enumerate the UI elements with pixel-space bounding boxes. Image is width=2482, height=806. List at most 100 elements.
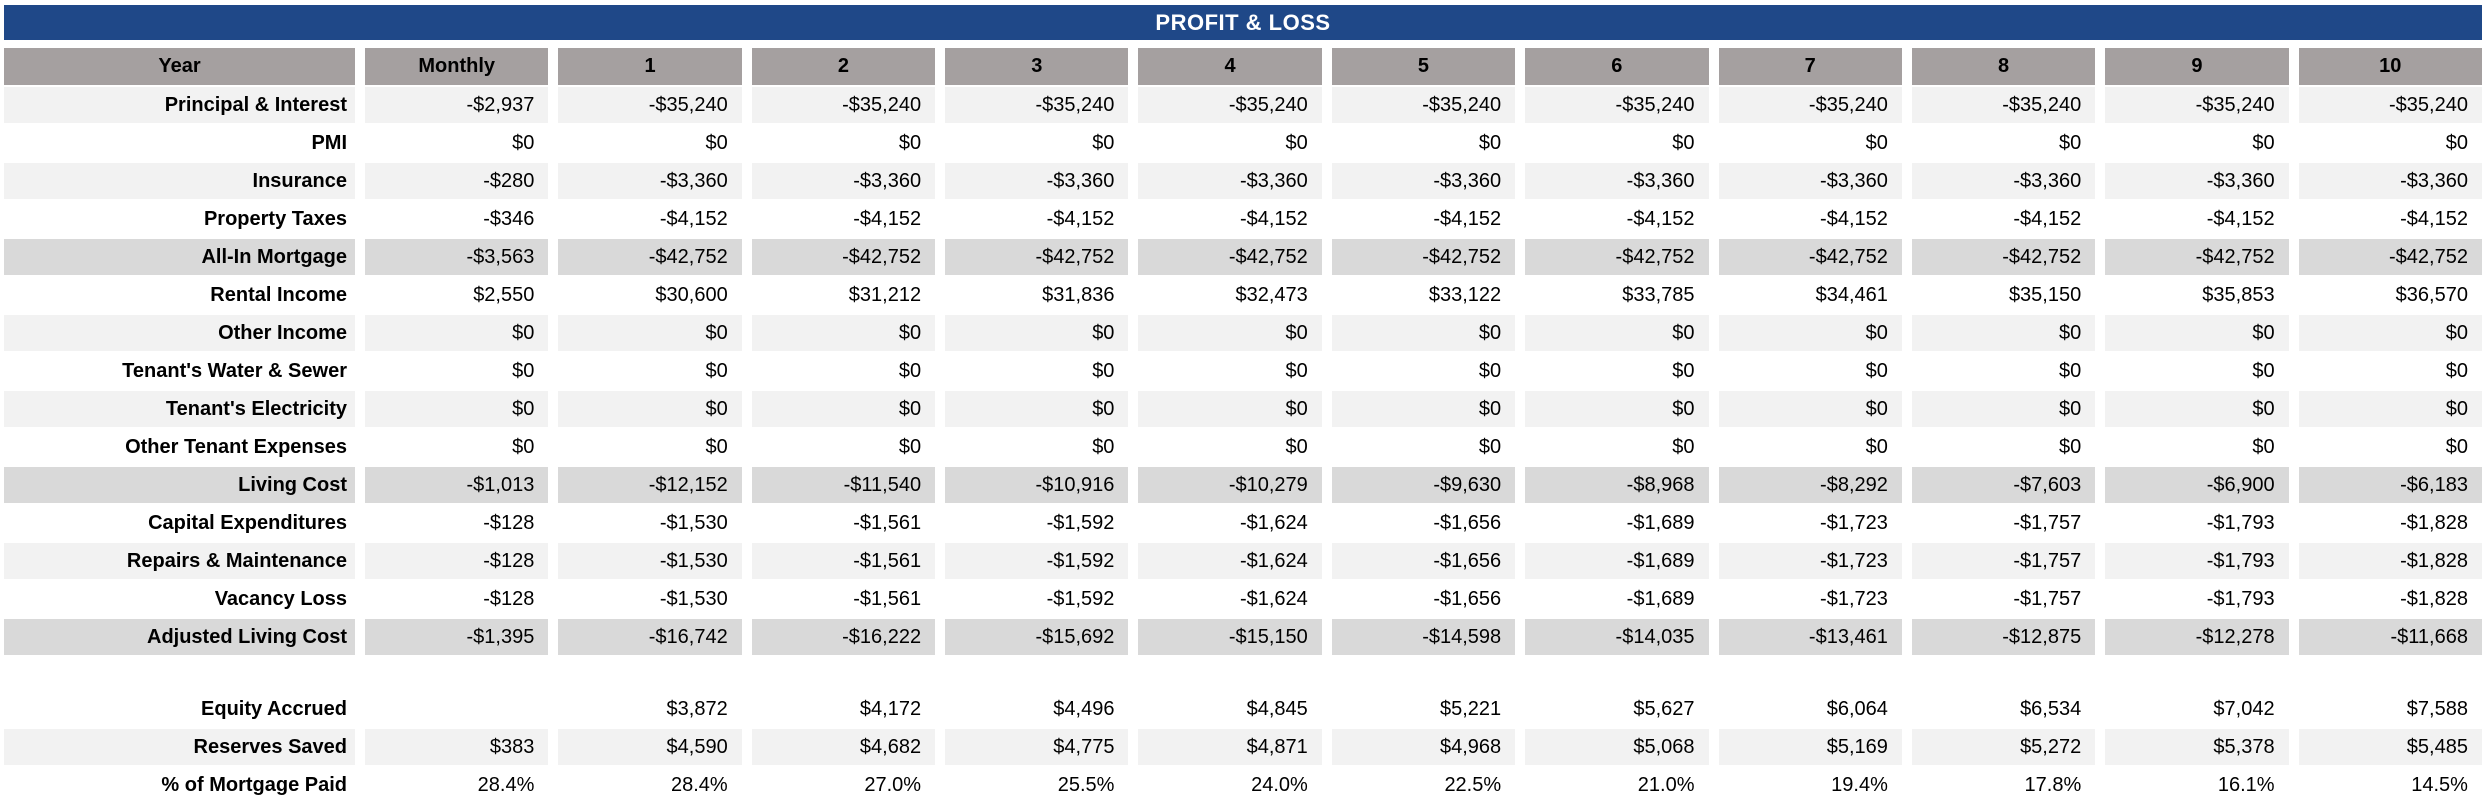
table-row: Tenant's Water & Sewer $0 $0 $0 $0 $0 $0 $0 $0 $0…: [4, 353, 2482, 389]
cell: $0: [751, 429, 936, 465]
spacer-row: [4, 657, 2482, 691]
table-row: Insurance -$280 -$3,360 -$3,360 -$3,360 -$3,3…: [4, 163, 2482, 199]
cell: -$128: [365, 543, 549, 579]
cell: $4,775: [945, 729, 1129, 765]
cell: -$1,656: [1331, 543, 1516, 579]
column-header: 7: [1718, 48, 1902, 85]
cell: -$35,240: [1331, 87, 1516, 123]
cell: -$42,752: [751, 239, 936, 275]
row-label: Reserves Saved: [4, 729, 355, 765]
cell: -$3,360: [945, 163, 1129, 199]
cell: -$42,752: [1138, 239, 1322, 275]
cell: -$1,689: [1525, 505, 1709, 541]
cell: $0: [2298, 353, 2482, 389]
cell: $0: [945, 353, 1129, 389]
cell: $31,836: [945, 277, 1129, 313]
column-header-year: Year: [4, 48, 355, 85]
cell: -$42,752: [1911, 239, 2096, 275]
cell: -$35,240: [558, 87, 742, 123]
cell: -$1,592: [945, 505, 1129, 541]
cell: $35,150: [1911, 277, 2096, 313]
table-row: Adjusted Living Cost -$1,395 -$16,742 -$16,…: [4, 619, 2482, 655]
cell: $0: [558, 429, 742, 465]
cell: -$4,152: [2105, 201, 2289, 237]
column-header: 4: [1138, 48, 1322, 85]
table-row: Repairs & Maintenance -$128 -$1,530 -$1,561…: [4, 543, 2482, 579]
cell: -$1,828: [2298, 505, 2482, 541]
table-row: Other Tenant Expenses $0 $0 $0 $0 $0 $0 $0 $0 $0 $…: [4, 429, 2482, 465]
cell: $0: [1525, 353, 1709, 389]
cell: $0: [2105, 429, 2289, 465]
cell: $0: [1525, 429, 1709, 465]
table-row: Principal & Interest -$2,937 -$35,240 -$35,…: [4, 87, 2482, 123]
cell: $5,272: [1911, 729, 2096, 765]
cell: -$35,240: [2298, 87, 2482, 123]
cell: -$13,461: [1718, 619, 1902, 655]
cell: $7,588: [2298, 691, 2482, 727]
cell: 17.8%: [1911, 767, 2096, 803]
row-label: PMI: [4, 125, 355, 161]
cell: -$1,530: [558, 505, 742, 541]
row-label: Vacancy Loss: [4, 581, 355, 617]
cell: -$7,603: [1911, 467, 2096, 503]
cell: -$1,656: [1331, 581, 1516, 617]
cell: $4,172: [751, 691, 936, 727]
cell: $34,461: [1718, 277, 1902, 313]
cell: -$35,240: [1911, 87, 2096, 123]
cell: $0: [945, 125, 1129, 161]
cell: $0: [1138, 125, 1322, 161]
cell: 25.5%: [945, 767, 1129, 803]
column-header: 8: [1911, 48, 2096, 85]
cell: $0: [2298, 391, 2482, 427]
cell: $0: [1718, 353, 1902, 389]
cell: $0: [1331, 125, 1516, 161]
cell: $32,473: [1138, 277, 1322, 313]
cell: $0: [1331, 315, 1516, 351]
cell: $0: [1331, 391, 1516, 427]
cell: 19.4%: [1718, 767, 1902, 803]
cell: -$1,757: [1911, 543, 2096, 579]
cell: -$346: [365, 201, 549, 237]
cell: -$11,668: [2298, 619, 2482, 655]
cell: $35,853: [2105, 277, 2289, 313]
cell: -$2,937: [365, 87, 549, 123]
column-header: 2: [751, 48, 936, 85]
cell: -$42,752: [1331, 239, 1516, 275]
cell: -$35,240: [1138, 87, 1322, 123]
cell: $4,682: [751, 729, 936, 765]
cell: $6,064: [1718, 691, 1902, 727]
cell: $0: [2105, 315, 2289, 351]
cell: 22.5%: [1331, 767, 1516, 803]
cell: -$9,630: [1331, 467, 1516, 503]
cell: -$4,152: [751, 201, 936, 237]
row-label: Adjusted Living Cost: [4, 619, 355, 655]
table: Year Monthly 1 2 3 4 5 6 7 8 9 10 Principal & Intere…: [4, 48, 2482, 803]
row-label: Repairs & Maintenance: [4, 543, 355, 579]
cell: -$3,563: [365, 239, 549, 275]
cell: $0: [1525, 125, 1709, 161]
cell: $0: [558, 391, 742, 427]
cell: $5,378: [2105, 729, 2289, 765]
cell: -$3,360: [2105, 163, 2289, 199]
cell: -$16,742: [558, 619, 742, 655]
table-row: All-In Mortgage -$3,563 -$42,752 -$42,752 -$…: [4, 239, 2482, 275]
cell: -$35,240: [751, 87, 936, 123]
cell: $0: [365, 353, 549, 389]
cell: $0: [1138, 429, 1322, 465]
cell: -$42,752: [2105, 239, 2289, 275]
cell: -$1,530: [558, 543, 742, 579]
cell: $4,871: [1138, 729, 1322, 765]
cell: -$42,752: [1718, 239, 1902, 275]
cell: $383: [365, 729, 549, 765]
cell: $5,169: [1718, 729, 1902, 765]
cell: -$4,152: [2298, 201, 2482, 237]
cell: $5,627: [1525, 691, 1709, 727]
cell: $0: [1525, 391, 1709, 427]
cell: -$4,152: [945, 201, 1129, 237]
cell: -$1,013: [365, 467, 549, 503]
cell: $5,068: [1525, 729, 1709, 765]
cell: $0: [1718, 391, 1902, 427]
column-header: 5: [1331, 48, 1516, 85]
cell: $0: [1331, 429, 1516, 465]
cell: $0: [2105, 391, 2289, 427]
